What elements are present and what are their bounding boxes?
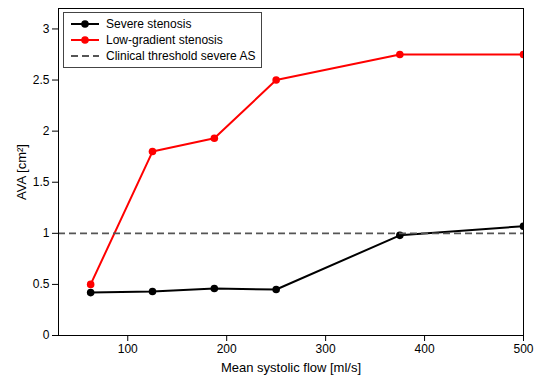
svg-text:1.5: 1.5	[33, 175, 50, 189]
svg-text:100: 100	[118, 342, 138, 356]
svg-text:400: 400	[415, 342, 435, 356]
svg-text:2: 2	[43, 124, 50, 138]
svg-text:Mean systolic flow [ml/s]: Mean systolic flow [ml/s]	[221, 360, 361, 375]
svg-text:AVA [cm²]: AVA [cm²]	[14, 144, 29, 200]
svg-text:3: 3	[43, 22, 50, 36]
svg-text:200: 200	[217, 342, 237, 356]
svg-text:500: 500	[513, 342, 533, 356]
html-text:Severe stenosis: Severe stenosis	[106, 17, 192, 31]
svg-text:0.5: 0.5	[33, 277, 50, 291]
svg-text:2.5: 2.5	[33, 73, 50, 87]
html-text:Clinical threshold severe AS: Clinical threshold severe AS	[106, 49, 256, 63]
svg-text:0: 0	[43, 328, 50, 342]
html-text:Low-gradient stenosis: Low-gradient stenosis	[106, 33, 223, 47]
svg-text:300: 300	[316, 342, 336, 356]
svg-text:1: 1	[43, 226, 50, 240]
